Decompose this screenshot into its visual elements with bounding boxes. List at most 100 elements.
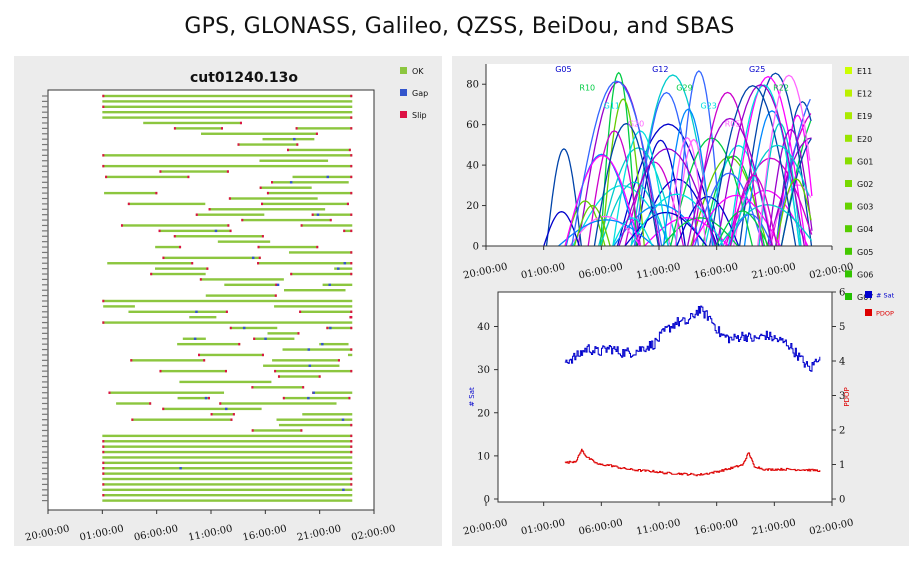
legend-swatch [845, 202, 852, 210]
satellite-tick [42, 262, 48, 264]
x-tick-label: 21:00:00 [751, 262, 797, 282]
slip-marker [315, 132, 318, 135]
slip-marker [286, 148, 289, 152]
slip-marker [207, 396, 210, 400]
slip-marker [350, 251, 353, 254]
slip-marker [224, 369, 227, 373]
elevation-arc [573, 204, 611, 247]
ok-segment [219, 402, 337, 405]
ok-segment [198, 353, 264, 357]
elevation-arc [690, 156, 768, 247]
y-tick-label: 1 [839, 460, 845, 471]
ok-segment [284, 289, 346, 292]
ok-segment [116, 402, 152, 405]
nsat-pdop-lines [564, 305, 821, 477]
satellite-rows [102, 94, 353, 502]
elevation-arc [780, 138, 812, 247]
satellite-tick [42, 95, 48, 97]
ok-segment [311, 213, 353, 216]
legend-label: E19 [857, 112, 872, 121]
satellite-tick [42, 381, 48, 383]
ok-segment [276, 418, 353, 421]
ok-segment [102, 461, 353, 465]
ok-segment [102, 164, 353, 168]
ok-segment [272, 359, 340, 362]
satellite-tick [42, 413, 48, 415]
satellite-tick [42, 462, 48, 464]
satellite-tick [42, 176, 48, 178]
satellite-tick [42, 494, 48, 496]
ok-segment [210, 413, 235, 416]
x-tick-label: 20:00:00 [462, 262, 508, 282]
elevation-arc [662, 108, 714, 247]
x-tick-label: 16:00:00 [693, 262, 739, 282]
elevation-arc [612, 217, 653, 247]
slip-marker [232, 413, 235, 416]
legend-swatch [845, 225, 852, 233]
slip-marker [257, 245, 260, 249]
ok-segment [319, 342, 349, 346]
ok-segment [130, 359, 206, 362]
slip-marker [102, 450, 105, 454]
x-tick-label: 01:00:00 [520, 262, 566, 282]
slip-marker [350, 175, 353, 179]
satellite-tick [42, 219, 48, 221]
slip-marker [229, 229, 232, 233]
gap-marker [307, 348, 311, 351]
slip-marker [251, 386, 254, 389]
satellite-tick [42, 305, 48, 307]
legend-label: # Sat [876, 292, 895, 300]
legend-swatch [845, 180, 852, 187]
ok-segment [195, 213, 265, 216]
satellite-tick [42, 235, 48, 237]
ok-segment [290, 272, 353, 276]
satellite-tick [42, 338, 48, 340]
satellite-tick [42, 354, 48, 356]
satellite-tick [42, 365, 48, 367]
gap-marker [321, 342, 324, 346]
satellite-tick [42, 327, 48, 329]
ok-segment [300, 224, 353, 227]
slip-marker [102, 472, 105, 475]
gap-marker [204, 396, 208, 400]
y-tick-label: 3 [839, 391, 845, 402]
y-tick-label: 0 [473, 242, 479, 253]
legend-label: OK [412, 67, 424, 76]
elevation-arc [630, 193, 725, 247]
elevation-arc [571, 80, 663, 247]
ok-segment [288, 251, 353, 254]
legend-swatch [845, 157, 852, 165]
gap-marker [326, 175, 330, 179]
ok-segment [177, 396, 210, 400]
slip-marker [350, 369, 353, 373]
ok-segment [282, 348, 353, 351]
ok-segment [102, 105, 353, 108]
slip-marker [343, 229, 346, 233]
gap-marker [251, 256, 255, 260]
y-tick-label: 30 [477, 365, 490, 376]
elevation-arc [543, 211, 580, 247]
x-tick-label: 21:00:00 [751, 518, 797, 538]
satellite-tick [42, 230, 48, 232]
y-tick-label: 5 [839, 322, 845, 333]
ok-segment [162, 407, 262, 411]
satellite-label: G20 [628, 120, 644, 129]
observation-timeline-chart: cut01240.13o 20:00:00 01:00:00 06:00:00 11:… [24, 67, 428, 544]
ok-segment [102, 110, 353, 114]
slip-marker [290, 272, 293, 276]
ok-segment [155, 245, 182, 249]
slip-marker [203, 359, 206, 362]
slip-marker [348, 396, 351, 400]
legend-label: G04 [857, 225, 873, 234]
slip-marker [271, 181, 274, 184]
ok-segment [108, 391, 225, 394]
y-tick-label: 60 [466, 120, 479, 131]
ok-segment [102, 94, 353, 98]
gap-marker [179, 467, 182, 470]
satellite-label: G11 [604, 101, 620, 110]
legend-swatch [400, 111, 407, 118]
slip-marker [350, 310, 353, 313]
satellite-label: R05 [725, 120, 741, 129]
satellite-tick [42, 311, 48, 313]
satellite-tick [42, 321, 48, 324]
